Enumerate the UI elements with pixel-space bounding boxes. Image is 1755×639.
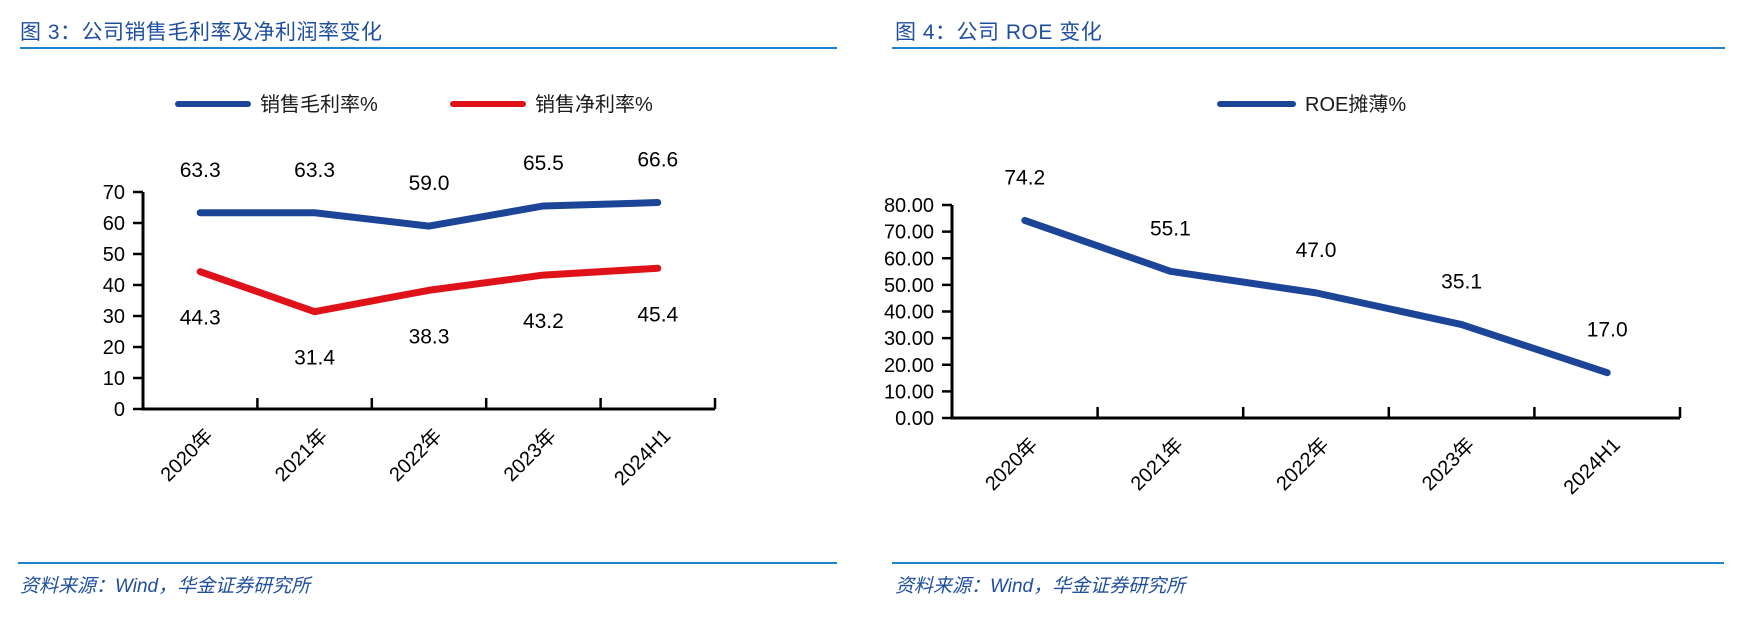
figure-3-title: 图 3：公司销售毛利率及净利润率变化 [20, 21, 383, 44]
y-axis-label: 40.00 [884, 302, 934, 324]
x-axis-label: 2020年 [980, 433, 1042, 495]
data-label: 63.3 [180, 159, 221, 182]
y-axis-label: 10.00 [884, 381, 934, 403]
figure-4-title: 图 4：公司 ROE 变化 [895, 21, 1103, 44]
y-axis-label: 30.00 [884, 328, 934, 350]
data-label: 17.0 [1587, 319, 1628, 342]
y-axis-label: 50.00 [884, 275, 934, 297]
y-axis-label: 0 [114, 399, 125, 421]
data-label: 59.0 [409, 172, 450, 195]
data-label: 63.3 [294, 159, 335, 182]
header-rule [892, 47, 1725, 49]
y-axis-label: 10 [103, 368, 125, 390]
data-label: 43.2 [523, 310, 564, 333]
header-rule [20, 47, 837, 49]
data-label: 45.4 [637, 303, 678, 326]
y-axis-label: 20.00 [884, 355, 934, 377]
data-label: 47.0 [1296, 239, 1337, 262]
x-axis-label: 2023年 [499, 424, 561, 486]
y-axis-label: 0.00 [895, 408, 934, 430]
gross-net-margin-chart: 0 10 20 30 40 50 60 70 2020年 2021年 2022年 2023年 2024H… [103, 93, 717, 490]
legend-label: ROE摊薄% [1305, 93, 1406, 116]
y-axis-label: 60.00 [884, 248, 934, 270]
series-line [196, 264, 662, 316]
y-axis-label: 20 [103, 337, 125, 359]
x-axis-label: 2022年 [1272, 433, 1334, 495]
figure-3-panel: 图 3：公司销售毛利率及净利润率变化 0 10 20 30 40 50 60 70 2020年 2… [18, 14, 842, 634]
y-axis-label: 70.00 [884, 222, 934, 244]
data-label: 55.1 [1150, 217, 1191, 240]
figure-4-panel: 图 4：公司 ROE 变化 0.00 10.00 20.00 30.00 40.00 50… [860, 14, 1740, 634]
y-axis-label: 80.00 [884, 195, 934, 217]
legend-label: 销售净利率% [535, 93, 653, 116]
x-axis-label: 2021年 [1126, 433, 1188, 495]
series-line [196, 199, 662, 230]
x-axis-label: 2021年 [270, 424, 332, 486]
footer-rule [892, 562, 1724, 564]
data-label: 44.3 [180, 307, 221, 330]
data-label: 35.1 [1441, 271, 1482, 294]
source-note: 资料来源：Wind，华金证券研究所 [895, 576, 1186, 597]
data-label: 31.4 [294, 347, 335, 370]
data-label: 74.2 [1004, 166, 1045, 189]
x-axis-label: 2023年 [1417, 433, 1479, 495]
y-axis-label: 50 [103, 244, 125, 266]
legend-label: 销售毛利率% [260, 93, 378, 116]
data-label: 66.6 [637, 149, 678, 172]
data-label: 65.5 [523, 152, 564, 175]
y-axis-label: 30 [103, 306, 125, 328]
x-axis-label: 2020年 [156, 424, 218, 486]
x-axis-label: 2024H1 [1560, 434, 1625, 499]
y-axis-label: 40 [103, 275, 125, 297]
y-axis-label: 70 [103, 182, 125, 204]
y-axis-label: 60 [103, 213, 125, 235]
source-note: 资料来源：Wind，华金证券研究所 [20, 576, 311, 597]
x-axis-label: 2022年 [385, 424, 447, 486]
footer-rule [18, 562, 837, 564]
series-line [1021, 216, 1611, 377]
roe-chart: 0.00 10.00 20.00 30.00 40.00 50.00 60.00 70.00 8… [884, 93, 1682, 499]
x-axis-label: 2024H1 [610, 425, 675, 490]
data-label: 38.3 [409, 325, 450, 348]
